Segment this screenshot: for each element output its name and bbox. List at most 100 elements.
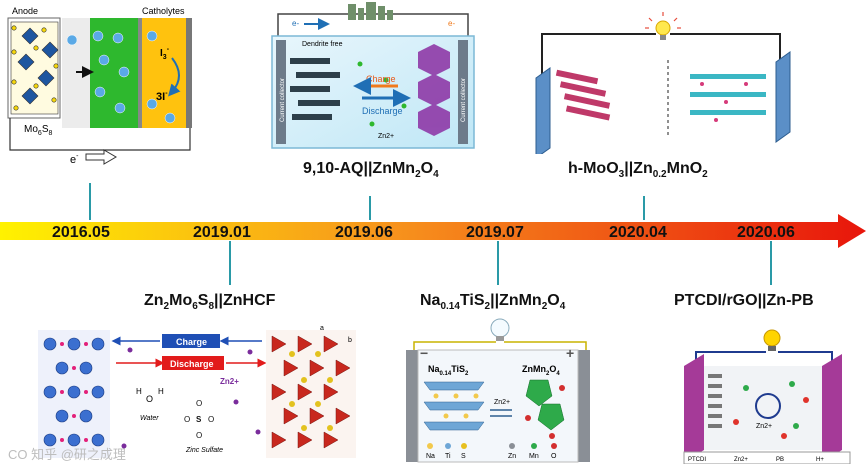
legend: Na Ti S Zn Mn O — [426, 443, 557, 460]
light-bulb-icon — [645, 12, 681, 40]
mo6s8-crystal-structure — [10, 21, 59, 115]
svg-text:H: H — [158, 387, 164, 396]
mno2-layers — [690, 74, 766, 115]
anode-label: Anode — [12, 6, 38, 16]
stem-2020-04 — [643, 196, 645, 220]
date-label: 2016.05 — [52, 224, 110, 241]
ion-cycle-icon — [755, 393, 781, 419]
light-bulb-icon — [490, 318, 510, 341]
natis2-label: Na0.14TiS2 — [428, 364, 469, 377]
zinc-ion-dots — [66, 30, 176, 124]
discharge-label: Discharge — [362, 106, 403, 116]
minus-sign: − — [420, 345, 428, 361]
svg-text:H: H — [136, 387, 142, 396]
svg-text:O: O — [184, 415, 190, 424]
axis-b-label: b — [348, 337, 352, 344]
system-label-moo3: h-MoO3||Zn0.2MnO2 — [568, 160, 708, 181]
circuit-wire — [695, 351, 833, 366]
water-label: Water — [140, 415, 159, 422]
left-collector-label: Current collector — [280, 78, 286, 122]
svg-text:H+: H+ — [816, 457, 824, 463]
zn-ion-label: Zn2+ — [494, 399, 510, 406]
ptcdi-electrode — [684, 354, 704, 462]
ion-exchange-arrows — [490, 409, 512, 417]
circuit-wire — [541, 33, 781, 78]
znmn2o4-cathode-structure — [418, 44, 450, 136]
panel-natis2-znmn2o4: − + Na0.14TiS2 ZnMn2O4 Zn2+ Na Ti S Zn M… — [406, 318, 590, 463]
panel-zn-mo6s8-iodine: Anode Catholytes Mo6S8 I3- 3I- e- — [7, 6, 192, 166]
electron-label: e- — [70, 153, 79, 166]
aq-anode-structure — [290, 58, 340, 120]
negative-electrode — [406, 350, 418, 462]
moo3-electrode — [535, 67, 551, 154]
svg-text:Zn2+: Zn2+ — [734, 457, 748, 463]
mno2-electrode — [775, 51, 791, 143]
svg-text:Mn: Mn — [529, 453, 539, 460]
panel-moo3-znmno2 — [535, 12, 791, 154]
date-label: 2020.06 — [737, 224, 795, 241]
svg-text:O: O — [196, 431, 202, 440]
external-circuit — [9, 118, 191, 151]
catholytes-label: Catholytes — [142, 6, 185, 16]
light-bulb-icon — [763, 329, 781, 351]
electron-flow-arrow — [85, 149, 117, 165]
pb-electrode — [822, 354, 842, 462]
panel-aq-znmn2o4: e- e- Dendrite free Charge Discharge Zn2… — [271, 2, 475, 149]
znmn2o4-label: ZnMn2O4 — [522, 364, 560, 377]
electron-left: e- — [292, 19, 299, 28]
zn-ion-label: Zn2+ — [378, 133, 394, 140]
svg-text:S: S — [196, 415, 202, 424]
svg-text:O: O — [196, 399, 202, 408]
system-label-aq: 9,10-AQ||ZnMn2O4 — [303, 160, 439, 181]
date-label: 2020.04 — [609, 224, 667, 241]
stem-2016 — [89, 183, 91, 220]
i3-label: I3- — [160, 46, 170, 61]
system-label-zmo: Zn2Mo6S8||ZnHCF — [144, 292, 276, 313]
electron-right: e- — [448, 19, 455, 28]
znhcf-lattice — [266, 330, 356, 458]
timeline-arrow — [0, 214, 866, 248]
tis2-layers — [423, 381, 485, 431]
legend: PTCDI Zn2+ PB H+ — [683, 451, 851, 464]
znmn2o4-structure — [525, 379, 565, 431]
circuit-wire — [413, 341, 587, 350]
iodine-cycle-arrow — [168, 57, 181, 97]
mo6s8-label: Mo6S8 — [24, 124, 52, 137]
panel-ptcdi-znpb: Zn2+ PTCDI Zn2+ PB H+ — [683, 329, 851, 464]
svg-text:PTCDI: PTCDI — [688, 457, 706, 463]
axis-a-label: a — [320, 325, 324, 332]
positive-electrode — [578, 350, 590, 462]
zinc-sulfate-molecule-icon: OSO OO — [184, 399, 214, 440]
svg-text:Na: Na — [426, 453, 435, 460]
zn2mo6s8-lattice — [38, 330, 110, 458]
plus-sign: + — [566, 345, 574, 361]
svg-text:Zn: Zn — [508, 453, 516, 460]
moo3-layers — [555, 69, 611, 121]
right-collector-label: Current collector — [461, 78, 467, 122]
panel-zn2mo6s8-znhcf: Charge Discharge Zn2+ O H H Water OSO OO … — [38, 325, 356, 458]
stem-2019-01 — [229, 241, 231, 285]
water-molecule-icon: O H H — [136, 387, 164, 404]
ptcdi-stacks — [708, 374, 722, 428]
svg-text:O: O — [551, 453, 557, 460]
date-label: 2019.01 — [193, 224, 251, 241]
stem-2020-06 — [770, 241, 772, 285]
discharge-label: Discharge — [170, 359, 214, 369]
system-label-ptcdi: PTCDI/rGO||Zn-PB — [674, 292, 814, 309]
3i-label: 3I- — [156, 90, 168, 103]
date-label: 2019.07 — [466, 224, 524, 241]
stem-2019-07 — [497, 241, 499, 285]
discharge-box — [162, 356, 224, 370]
svg-text:O: O — [208, 415, 214, 424]
zinc-sulfate-label: Zinc Sulfate — [185, 447, 223, 454]
svg-text:PB: PB — [776, 457, 784, 463]
city-skyline-icon — [348, 2, 393, 20]
charge-label: Charge — [366, 74, 396, 84]
svg-text:S: S — [461, 453, 466, 460]
charge-label: Charge — [176, 337, 207, 347]
svg-text:Ti: Ti — [445, 453, 451, 460]
svg-text:O: O — [146, 394, 153, 404]
dendrite-label: Dendrite free — [302, 41, 343, 48]
zn-ion-label: Zn2+ — [220, 377, 239, 386]
zn-ion-label: Zn2+ — [756, 423, 772, 430]
